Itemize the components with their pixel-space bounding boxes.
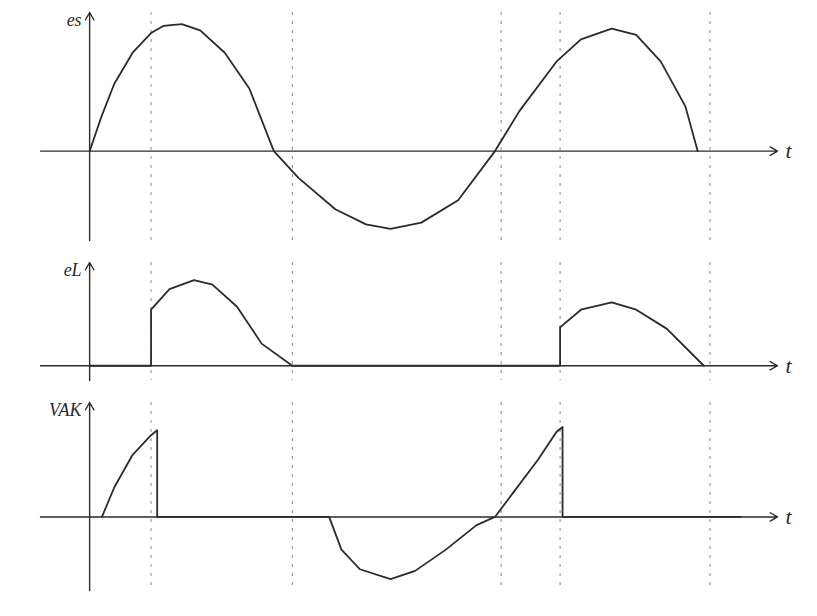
svg-text:t: t	[786, 353, 793, 378]
svg-text:t: t	[786, 504, 793, 529]
svg-text:VAK: VAK	[49, 400, 83, 420]
svg-text:es: es	[67, 10, 82, 30]
svg-text:t: t	[786, 138, 793, 163]
svg-text:eL: eL	[64, 260, 82, 280]
